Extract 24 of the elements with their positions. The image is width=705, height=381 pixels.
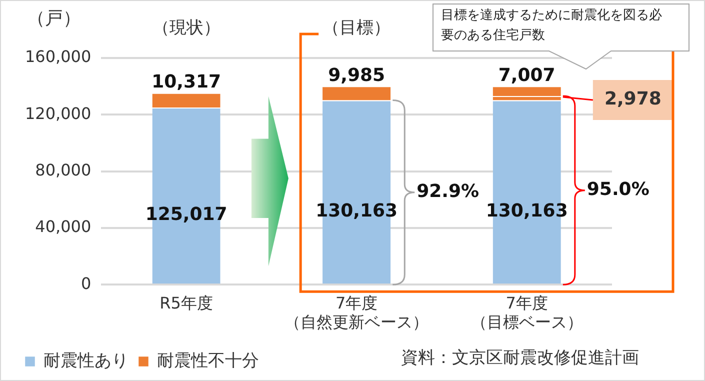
data-label: 130,163: [486, 200, 568, 222]
data-label: 7,007: [498, 64, 556, 86]
y-tick-label: 120,000: [24, 104, 92, 123]
data-label: 2,978: [604, 88, 662, 110]
annotation: 92.9%: [416, 181, 480, 202]
y-tick-label: 80,000: [35, 160, 92, 180]
legend-label: 耐震性あり: [44, 350, 128, 371]
text: 資料：文京区耐震改修促進計画: [401, 348, 639, 368]
x-tick-label: R5年度: [160, 293, 213, 312]
data-label: 10,317: [152, 72, 222, 93]
text: 目標を達成するために耐震化を図る必要のある住宅戸数: [441, 7, 663, 45]
legend-label: 耐震性不十分: [157, 350, 259, 371]
annotation: 95.0%: [586, 179, 650, 200]
data-label: 9,985: [328, 64, 386, 86]
text: （現状）: [152, 18, 220, 38]
y-tick-label: 40,000: [35, 217, 92, 236]
x-tick-label: 7年度（目標ベース）: [470, 293, 583, 332]
data-label: 125,017: [145, 204, 228, 226]
y-tick-label: 160,000: [24, 47, 92, 66]
text: （目標）: [322, 18, 391, 38]
x-tick-label: 7年度（自然更新ベース）: [284, 293, 429, 332]
y-axis-title: （戸）: [27, 8, 81, 29]
y-tick-label: 0: [80, 274, 92, 293]
data-label: 130,163: [316, 200, 398, 222]
